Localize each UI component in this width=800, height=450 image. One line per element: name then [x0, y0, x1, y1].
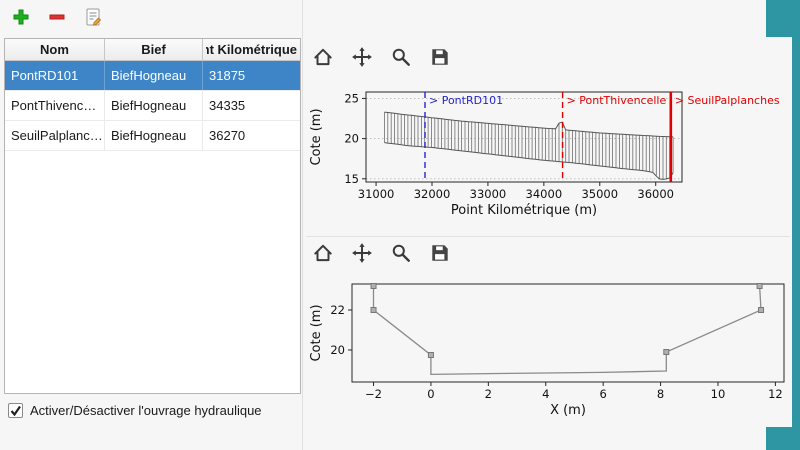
move-arrows-icon	[352, 47, 372, 67]
svg-text:20: 20	[330, 343, 345, 357]
add-ouvrage-button[interactable]	[8, 4, 34, 30]
zoom-button-bottom[interactable]	[388, 240, 414, 266]
home-button-bottom[interactable]	[310, 240, 336, 266]
save-button-top[interactable]	[427, 44, 453, 70]
ouvrage-enable-row: Activer/Désactiver l'ouvrage hydraulique	[8, 403, 262, 418]
cross-section-toolbar	[310, 240, 453, 266]
cell-pk: 36270	[209, 128, 246, 143]
profile-plot[interactable]: 31000 32000 33000 34000 35000 36000 15 20 25 Poin…	[306, 82, 792, 236]
svg-text:4: 4	[542, 387, 549, 401]
remove-ouvrage-button[interactable]	[44, 4, 70, 30]
svg-text:−2: −2	[365, 387, 382, 401]
ouvrages-table: Nom Bief Point Kilométrique PontRD101 Bi…	[4, 38, 301, 394]
svg-text:6: 6	[599, 387, 606, 401]
column-header-bief[interactable]: Bief	[105, 39, 203, 60]
svg-text:8: 8	[657, 387, 664, 401]
save-floppy-icon	[432, 49, 448, 65]
edit-document-icon	[86, 8, 102, 26]
svg-text:35000: 35000	[581, 187, 618, 201]
pan-button-bottom[interactable]	[349, 240, 375, 266]
cell-nom: SeuilPalplanc…	[5, 121, 105, 150]
home-icon	[314, 48, 332, 66]
table-row[interactable]: PontThivenc… BiefHogneau 34335	[5, 91, 300, 121]
save-floppy-icon	[432, 245, 448, 261]
check-icon	[10, 405, 21, 417]
save-button-bottom[interactable]	[427, 240, 453, 266]
svg-text:X (m): X (m)	[550, 403, 586, 418]
plot-divider	[306, 236, 790, 237]
cell-bief: BiefHogneau	[105, 91, 203, 120]
svg-text:12: 12	[768, 387, 783, 401]
svg-text:31000: 31000	[358, 187, 395, 201]
svg-text:0: 0	[427, 387, 434, 401]
cell-pk: 34335	[209, 98, 246, 113]
svg-text:2: 2	[485, 387, 492, 401]
plus-icon	[13, 9, 29, 25]
svg-text:Cote (m): Cote (m)	[309, 304, 324, 361]
accent-right-stripe	[792, 0, 800, 450]
accent-bottom-right	[766, 427, 800, 450]
svg-text:Point Kilométrique (m): Point Kilométrique (m)	[451, 203, 597, 218]
svg-text:33000: 33000	[470, 187, 507, 201]
svg-text:32000: 32000	[414, 187, 451, 201]
svg-text:15: 15	[344, 172, 359, 186]
zoom-button-top[interactable]	[388, 44, 414, 70]
svg-text:Cote (m): Cote (m)	[309, 108, 324, 165]
profile-plot-toolbar	[310, 44, 453, 70]
svg-text:20: 20	[344, 132, 359, 146]
column-header-pk[interactable]: Point Kilométrique	[206, 42, 297, 57]
ouvrage-checkbox[interactable]	[8, 403, 23, 418]
edit-ouvrage-button[interactable]	[80, 4, 106, 30]
svg-text:34000: 34000	[526, 187, 563, 201]
table-row[interactable]: SeuilPalplanc… BiefHogneau 36270	[5, 121, 300, 151]
cross-section-plot[interactable]: −2 0 2 4 6 8 10 12 20 22 X (m) Cote (m)	[306, 276, 792, 426]
pan-button-top[interactable]	[349, 44, 375, 70]
panel-splitter[interactable]	[302, 0, 303, 450]
svg-text:> PontRD101: > PontRD101	[429, 94, 503, 107]
move-arrows-icon	[352, 243, 372, 263]
cell-nom: PontThivenc…	[5, 91, 105, 120]
svg-text:> SeuilPalplanches: > SeuilPalplanches	[675, 94, 780, 107]
minus-icon	[49, 14, 65, 20]
cell-nom: PontRD101	[5, 61, 105, 90]
cell-bief: BiefHogneau	[105, 121, 203, 150]
svg-text:> PontThivencelle: > PontThivencelle	[567, 94, 667, 107]
svg-text:36000: 36000	[637, 187, 674, 201]
cell-bief: BiefHogneau	[105, 61, 203, 90]
table-row[interactable]: PontRD101 BiefHogneau 31875	[5, 61, 300, 91]
svg-text:22: 22	[330, 303, 345, 317]
svg-text:10: 10	[711, 387, 726, 401]
magnifier-icon	[392, 244, 410, 262]
svg-text:25: 25	[344, 91, 359, 105]
ouvrage-checkbox-label: Activer/Désactiver l'ouvrage hydraulique	[30, 403, 262, 418]
cell-pk: 31875	[209, 68, 246, 83]
magnifier-icon	[392, 48, 410, 66]
home-icon	[314, 244, 332, 262]
table-header: Nom Bief Point Kilométrique	[5, 39, 300, 61]
home-button-top[interactable]	[310, 44, 336, 70]
column-header-nom[interactable]: Nom	[5, 39, 105, 60]
